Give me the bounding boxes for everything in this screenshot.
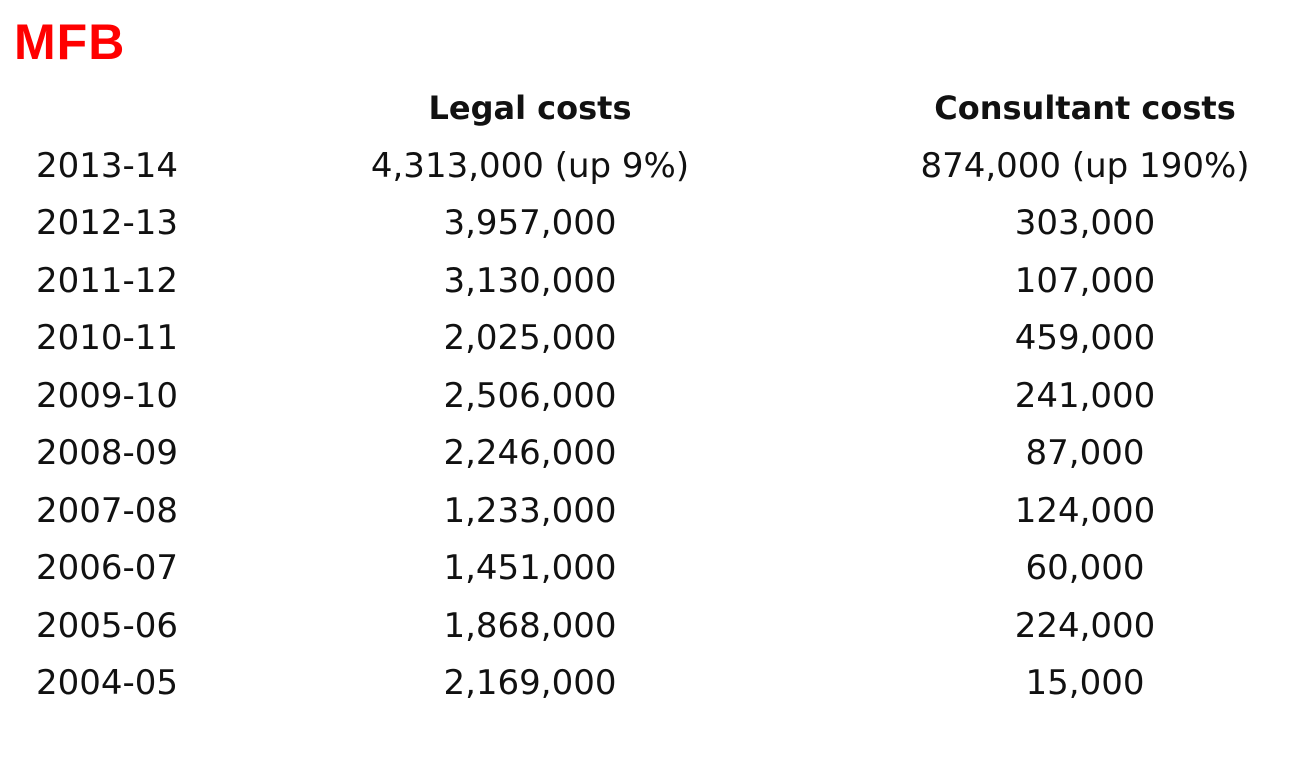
year-cell: 2012-13 — [36, 203, 179, 243]
year-cell: 2010-11 — [36, 318, 179, 358]
consultant-cost-cell: 107,000 — [1014, 260, 1156, 301]
table-row: 2013-14 4,313,000 (up 9%) 874,000 (up 19… — [0, 138, 1298, 196]
costs-table: Legal costs Consultant costs 2013-14 4,3… — [0, 80, 1298, 713]
year-cell: 2007-08 — [36, 490, 179, 531]
consultant-cost-cell: 224,000 — [1014, 605, 1156, 646]
table-row: 2009-10 2,506,000 241,000 — [0, 368, 1298, 426]
consultant-cost-cell: 241,000 — [1014, 375, 1156, 416]
legal-cost-cell: 4,313,000 (up 9%) — [370, 145, 690, 186]
legal-cost-cell: 3,130,000 — [443, 260, 617, 301]
table-row: 2012-13 3,957,000 303,000 — [0, 195, 1298, 253]
consultant-cost-cell: 60,000 — [1025, 548, 1145, 588]
year-cell: 2005-06 — [36, 605, 179, 646]
consultant-cost-cell: 15,000 — [1025, 663, 1145, 703]
header-consultant-costs: Consultant costs — [934, 89, 1236, 127]
legal-cost-cell: 2,246,000 — [443, 433, 617, 473]
legal-cost-cell: 3,957,000 — [443, 203, 617, 243]
table-row: 2006-07 1,451,000 60,000 — [0, 540, 1298, 598]
consultant-cost-cell: 124,000 — [1014, 490, 1156, 531]
legal-cost-cell: 1,233,000 — [443, 490, 617, 531]
consultant-cost-cell: 874,000 (up 190%) — [920, 145, 1250, 186]
legal-cost-cell: 2,025,000 — [443, 318, 617, 358]
year-cell: 2011-12 — [36, 260, 179, 301]
table-row: 2008-09 2,246,000 87,000 — [0, 425, 1298, 483]
table-header-row: Legal costs Consultant costs — [0, 80, 1298, 138]
legal-cost-cell: 2,506,000 — [443, 375, 617, 416]
table-row: 2011-12 3,130,000 107,000 — [0, 253, 1298, 311]
consultant-cost-cell: 303,000 — [1014, 203, 1156, 243]
table-row: 2007-08 1,233,000 124,000 — [0, 483, 1298, 541]
consultant-cost-cell: 87,000 — [1025, 433, 1145, 473]
table-row: 2004-05 2,169,000 15,000 — [0, 655, 1298, 713]
consultant-cost-cell: 459,000 — [1014, 318, 1156, 358]
page-title: MFB — [14, 14, 126, 70]
legal-cost-cell: 1,451,000 — [443, 548, 617, 588]
year-cell: 2009-10 — [36, 375, 179, 416]
legal-cost-cell: 2,169,000 — [443, 663, 617, 703]
legal-cost-cell: 1,868,000 — [443, 605, 617, 646]
year-cell: 2004-05 — [36, 663, 179, 703]
year-cell: 2013-14 — [36, 145, 179, 186]
header-legal-costs: Legal costs — [428, 89, 632, 127]
year-cell: 2008-09 — [36, 433, 179, 473]
table-row: 2005-06 1,868,000 224,000 — [0, 598, 1298, 656]
table-row: 2010-11 2,025,000 459,000 — [0, 310, 1298, 368]
year-cell: 2006-07 — [36, 548, 179, 588]
